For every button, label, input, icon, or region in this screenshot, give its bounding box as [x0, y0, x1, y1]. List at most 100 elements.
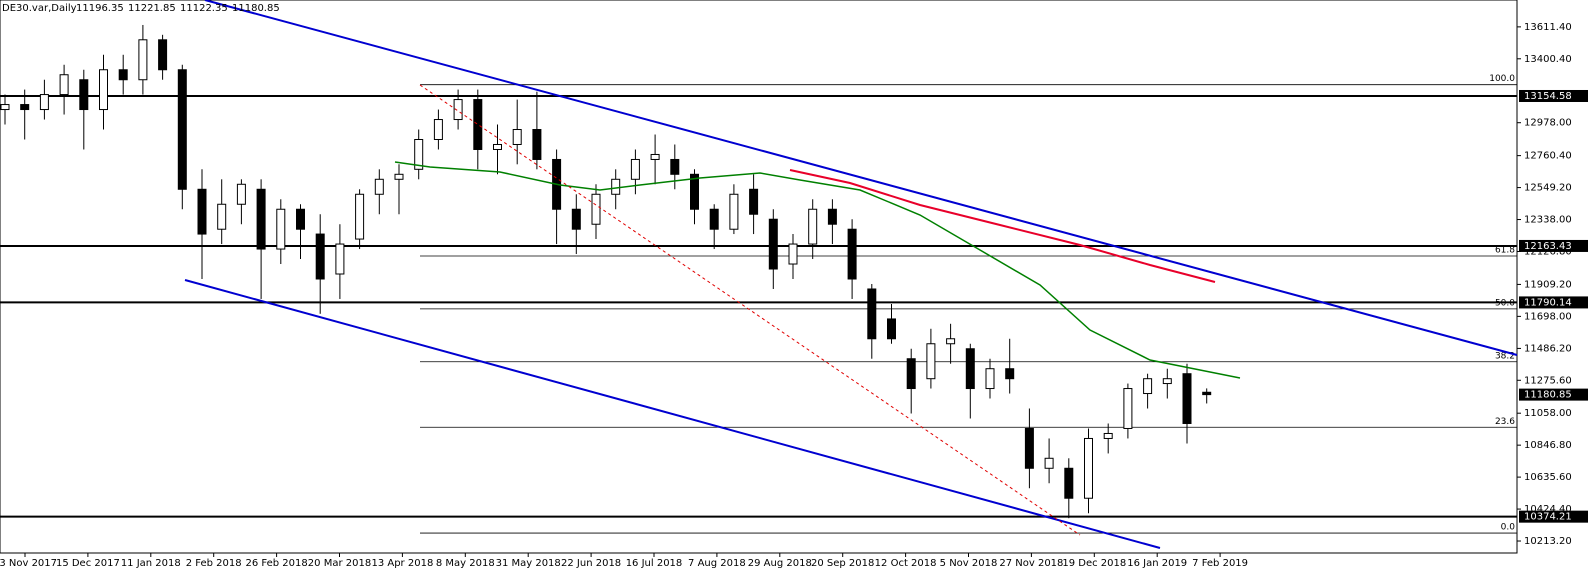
candle-body: [276, 208, 286, 250]
candle-body: [177, 69, 187, 190]
candle-body: [335, 243, 345, 275]
y-tick-label: 11486.20: [1524, 343, 1572, 354]
x-tick-label: 31 May 2018: [496, 558, 561, 569]
candle-body: [591, 193, 601, 225]
candle-body: [768, 218, 778, 270]
candle-body: [118, 69, 128, 81]
x-tick-label: 2 Feb 2018: [186, 558, 242, 569]
trend-line: [184, 279, 1161, 549]
candle-body: [1005, 368, 1015, 380]
candle-body: [788, 243, 798, 265]
candle-body: [985, 368, 995, 390]
candle-body: [827, 208, 837, 225]
x-tick-label: 16 Jan 2019: [1127, 558, 1187, 569]
candle-body: [965, 348, 975, 390]
x-tick-label: 13 Apr 2018: [371, 558, 433, 569]
fib-label: 100.0: [1489, 74, 1515, 84]
price-label-box: [1519, 296, 1588, 309]
candle-body: [670, 158, 680, 175]
candle-body: [256, 188, 266, 250]
trend-line: [204, 0, 1518, 356]
candle-body: [1182, 373, 1192, 424]
price-label: 11790.14: [1524, 297, 1572, 308]
price-label: 10374.21: [1524, 512, 1572, 523]
y-tick-label: 11275.60: [1524, 375, 1572, 386]
candle-body: [315, 233, 325, 280]
candle-body: [1064, 467, 1074, 499]
x-tick-label: 8 May 2018: [436, 558, 495, 569]
y-tick-label: 13611.40: [1524, 22, 1572, 33]
y-tick-label: 12549.20: [1524, 183, 1572, 194]
candle-body: [650, 153, 660, 160]
axes: 13611.40 13400.40 12978.00 12760.40 12549.20…: [0, 22, 1588, 569]
candle-body: [867, 288, 877, 340]
y-tick-label: 10846.80: [1524, 440, 1572, 451]
candle-body: [493, 143, 502, 150]
price-label-box: [1519, 239, 1588, 252]
candle-body: [1084, 437, 1093, 499]
candle-body: [512, 129, 522, 145]
candle-body: [394, 173, 404, 180]
x-tick-label: 7 Aug 2018: [688, 558, 746, 569]
y-tick-label: 11698.00: [1524, 311, 1572, 322]
x-tick-label: 19 Dec 2018: [1062, 558, 1126, 569]
candle-body: [1103, 432, 1113, 439]
x-tick-label: 12 Oct 2018: [875, 558, 937, 569]
y-tick-label: 11058.00: [1524, 408, 1572, 419]
ohlc-open: 11196.35: [76, 3, 124, 14]
candle-body: [1202, 391, 1212, 396]
symbol: DE30.var,Daily: [2, 3, 77, 14]
y-tick-label: 13400.40: [1524, 54, 1572, 65]
moving-average: [394, 161, 1241, 379]
candle-body: [355, 193, 365, 240]
price-label: 13154.58: [1524, 91, 1572, 102]
candle-body: [906, 358, 916, 390]
candles: [0, 24, 1212, 519]
plot-frame: [0, 0, 1518, 554]
candle-body: [571, 208, 581, 230]
current-price: 11180.85: [1524, 390, 1572, 401]
y-tick-label: 10213.20: [1524, 536, 1572, 547]
candle-body: [158, 39, 168, 71]
fib-trend: [419, 84, 1081, 536]
price-label-box: [1519, 510, 1588, 523]
candle-body: [473, 99, 483, 150]
x-tick-label: 16 Jul 2018: [626, 558, 683, 569]
candle-body: [0, 104, 10, 111]
y-tick-label: 10424.40: [1524, 504, 1572, 515]
candle-body: [1123, 388, 1133, 429]
y-tick-label: 11909.20: [1524, 279, 1572, 290]
candle-body: [236, 183, 246, 205]
candle-body: [1024, 427, 1034, 469]
candle-body: [39, 94, 49, 111]
x-tick-label: 11 Jan 2018: [121, 558, 181, 569]
candle-body: [1162, 378, 1172, 385]
candle-body: [453, 99, 463, 121]
ohlc-low: 11122.35: [180, 3, 228, 14]
candle-body: [1044, 457, 1054, 469]
moving-average: [789, 169, 1216, 283]
candle-body: [138, 39, 148, 81]
candle-body: [946, 338, 956, 345]
candle-body: [414, 138, 424, 170]
candle-body: [79, 79, 89, 111]
x-tick-label: 26 Feb 2018: [245, 558, 307, 569]
candle-body: [690, 173, 699, 210]
current-price-box: [1519, 388, 1588, 401]
candle-body: [99, 69, 108, 111]
x-tick-label: 27 Nov 2018: [999, 558, 1063, 569]
ohlc-close: 11180.85: [232, 3, 280, 14]
candle-body: [847, 228, 857, 280]
ohlc-high: 11221.85: [128, 3, 176, 14]
y-tick-label: 12760.40: [1524, 151, 1572, 162]
y-tick-label: 12978.00: [1524, 118, 1572, 129]
x-tick-label: 7 Feb 2019: [1192, 558, 1248, 569]
candle-body: [887, 318, 896, 340]
fib-label: 23.6: [1495, 417, 1515, 427]
price-label-box: [1519, 89, 1588, 102]
x-tick-label: 20 Sep 2018: [811, 558, 874, 569]
x-tick-label: 5 Nov 2018: [940, 558, 998, 569]
x-tick-label: 15 Dec 2017: [56, 558, 120, 569]
y-tick-label: 12338.00: [1524, 215, 1572, 226]
